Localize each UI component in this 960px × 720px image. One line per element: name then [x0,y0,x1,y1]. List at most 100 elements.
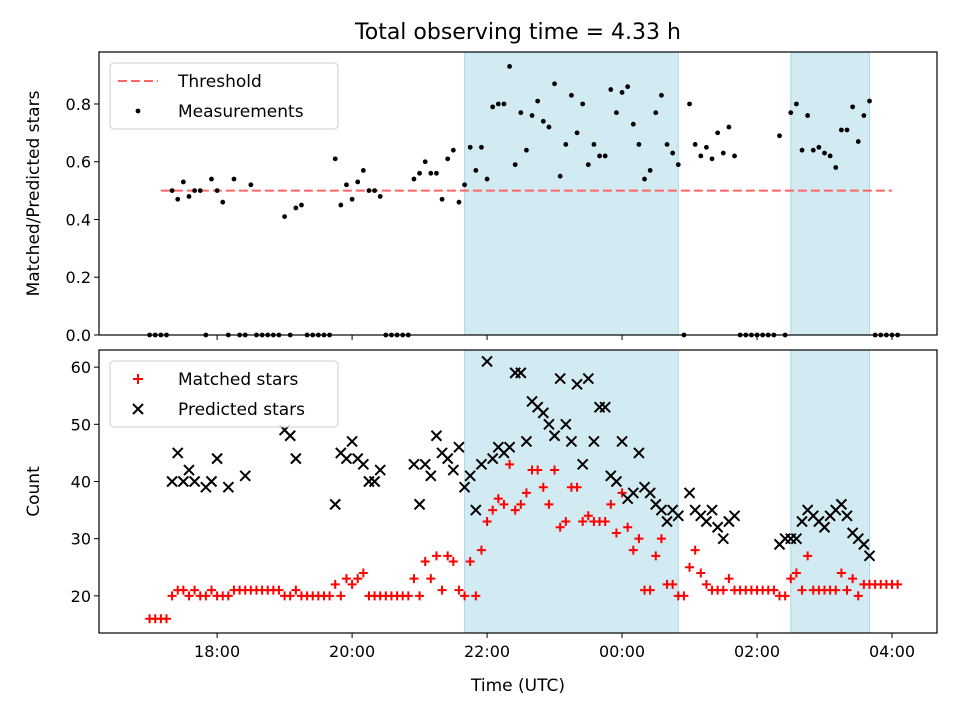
predicted-star-point [683,487,696,499]
predicted-star-point [470,504,482,516]
matched-star-point [201,591,211,601]
measurement-point [299,202,304,208]
predicted-star-point [453,441,465,453]
matched-star-point [460,591,470,601]
count-series-matched-stars [145,459,903,624]
matched-star-point [330,579,340,589]
matched-star-point [499,499,509,509]
predicted-star-point [858,538,870,551]
matched-star-point [521,488,531,498]
matched-star-point [555,522,565,532]
measurement-point [597,153,602,159]
measurement-point [805,113,811,118]
measurement-point [569,92,574,98]
predicted-star-point [588,435,600,448]
measurement-point [664,142,670,147]
matched-star-point [611,528,621,538]
measurement-point [282,214,287,220]
measurement-point [608,87,614,92]
predicted-star-point [796,515,808,528]
x-tick-label: 20:00 [329,642,375,661]
predicted-star-point [728,510,741,522]
measurement-point [214,188,220,194]
measurement-point [692,142,698,147]
measurement-point [349,196,355,202]
ratio-axes-frame [98,51,938,336]
matched-star-point [786,574,796,584]
measurement-point [540,118,546,124]
predicted-star-point [655,504,668,516]
matched-star-point [510,505,520,515]
matched-star-point [465,557,475,567]
measurement-point [838,127,844,133]
chart-title: Total observing time = 4.33 h [354,20,681,45]
predicted-star-point [537,407,550,419]
predicted-star-point [458,481,471,493]
matched-star-point [358,568,368,578]
matched-star-point [628,545,638,555]
measurement-point [490,104,496,110]
measurement-point [844,127,850,133]
measurement-point [557,173,563,179]
legend-label: Measurements [178,102,304,122]
matched-star-point [178,585,188,595]
matched-star-point [274,585,284,595]
predicted-star-point [841,510,853,522]
measurement-point [563,142,569,147]
measurement-point [642,176,647,182]
ratio-y-tick-label: 0.2 [66,268,91,287]
predicted-star-point [425,470,437,482]
measurement-point [473,167,479,173]
matched-star-point [285,591,295,601]
matched-star-point [701,579,711,589]
measurement-point [704,144,709,150]
matched-star-point [724,574,734,584]
measurement-point [822,150,827,156]
measurement-point [411,176,417,182]
predicted-star-point [188,475,201,488]
predicted-star-point [441,452,454,465]
ratio-y-tick-label: 0.0 [66,326,91,345]
measurement-point [512,162,518,168]
predicted-star-point [672,510,684,522]
measurement-point [231,176,237,182]
measurement-point [574,130,580,136]
legend-plus-swatch [133,374,143,384]
count-y-tick-label: 30 [71,530,91,549]
predicted-star-point [661,515,673,528]
count-y-tick-label: 40 [71,472,91,491]
predicted-star-point [329,498,341,511]
measurement-point [479,144,484,150]
measurement-point [726,124,732,130]
matched-star-point [656,534,666,544]
ratio-y-axis-label: Matched/Predicted stars [24,90,44,296]
count-series-predicted-stars [166,355,876,562]
matched-star-point [431,551,441,561]
count-y-tick-label: 60 [71,358,91,377]
matched-star-point [353,574,363,584]
matched-star-point [791,568,801,578]
predicted-star-point [503,441,516,453]
predicted-star-point [554,372,566,385]
x-tick-label: 00:00 [599,642,645,661]
matched-star-point [668,579,678,589]
count-y-tick-label: 50 [71,415,91,434]
measurement-point [799,147,805,153]
predicted-star-point [863,550,876,562]
predicted-star-point [177,475,190,488]
matched-star-point [325,591,335,601]
x-tick-label: 04:00 [869,642,915,661]
measurement-point [344,182,349,188]
measurement-point [535,98,541,104]
predicted-star-point [610,475,623,488]
matched-star-point [420,557,430,567]
legend-dot-swatch [135,108,141,114]
predicted-star-point [211,452,223,465]
matched-star-point [184,591,194,601]
legend-label: Threshold [177,72,262,92]
matched-star-point [550,465,560,475]
measurement-point [855,139,861,144]
predicted-star-point [481,355,493,368]
measurement-point [332,156,338,162]
measurement-point [220,199,226,205]
